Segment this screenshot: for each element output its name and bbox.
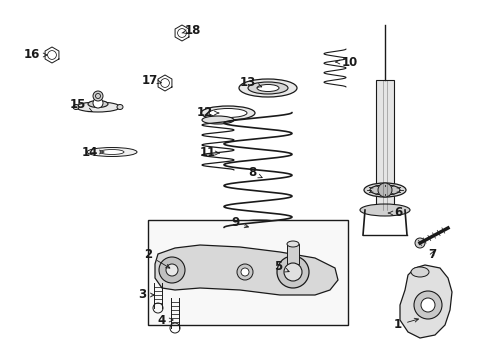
Text: 5: 5: [274, 261, 289, 274]
Text: 12: 12: [197, 107, 219, 120]
Text: 8: 8: [248, 166, 262, 180]
Polygon shape: [155, 245, 338, 295]
Text: 14: 14: [82, 145, 104, 158]
Text: 3: 3: [138, 288, 154, 302]
Polygon shape: [400, 265, 452, 338]
Bar: [376, 80, 394, 210]
Text: 17: 17: [142, 73, 161, 86]
Circle shape: [93, 91, 103, 101]
Ellipse shape: [234, 226, 250, 234]
Ellipse shape: [257, 85, 279, 91]
Circle shape: [415, 238, 425, 248]
Text: 10: 10: [336, 55, 358, 68]
Ellipse shape: [234, 223, 286, 233]
Bar: [148, 220, 348, 325]
Text: 7: 7: [428, 248, 436, 261]
Text: 6: 6: [388, 207, 402, 220]
Circle shape: [241, 268, 249, 276]
Text: 18: 18: [182, 23, 201, 36]
Text: 11: 11: [200, 147, 219, 159]
Ellipse shape: [239, 79, 297, 97]
Text: 9: 9: [231, 216, 248, 230]
Text: 13: 13: [240, 76, 262, 89]
Ellipse shape: [411, 267, 429, 277]
Circle shape: [93, 98, 103, 108]
Circle shape: [159, 257, 185, 283]
Circle shape: [421, 298, 435, 312]
Ellipse shape: [117, 104, 123, 109]
Circle shape: [414, 291, 442, 319]
Circle shape: [284, 263, 302, 281]
Ellipse shape: [202, 116, 234, 124]
Ellipse shape: [87, 148, 137, 157]
Ellipse shape: [73, 104, 79, 109]
Ellipse shape: [364, 183, 406, 197]
Text: 16: 16: [24, 49, 47, 62]
Circle shape: [166, 264, 178, 276]
Ellipse shape: [76, 102, 120, 112]
Text: 2: 2: [144, 248, 170, 268]
Text: 1: 1: [394, 318, 418, 332]
Text: 15: 15: [70, 99, 92, 112]
Ellipse shape: [226, 220, 294, 236]
Ellipse shape: [248, 82, 288, 94]
Ellipse shape: [360, 204, 410, 216]
Ellipse shape: [100, 149, 124, 154]
Ellipse shape: [201, 106, 255, 120]
Circle shape: [378, 183, 392, 197]
Text: 4: 4: [158, 314, 173, 327]
Bar: [287, 244, 299, 264]
Ellipse shape: [370, 185, 400, 195]
Circle shape: [277, 256, 309, 288]
Ellipse shape: [287, 241, 299, 247]
Ellipse shape: [88, 100, 108, 108]
Ellipse shape: [209, 108, 247, 117]
Circle shape: [237, 264, 253, 280]
